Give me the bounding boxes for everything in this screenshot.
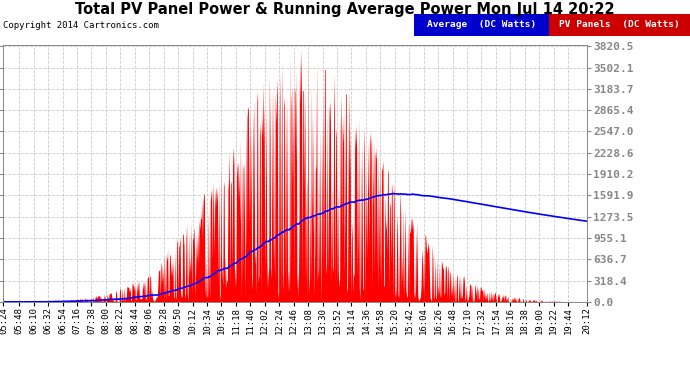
Text: Copyright 2014 Cartronics.com: Copyright 2014 Cartronics.com — [3, 21, 159, 30]
Text: Average  (DC Watts): Average (DC Watts) — [426, 20, 536, 29]
Text: PV Panels  (DC Watts): PV Panels (DC Watts) — [559, 20, 680, 29]
Text: Total PV Panel Power & Running Average Power Mon Jul 14 20:22: Total PV Panel Power & Running Average P… — [75, 2, 615, 17]
